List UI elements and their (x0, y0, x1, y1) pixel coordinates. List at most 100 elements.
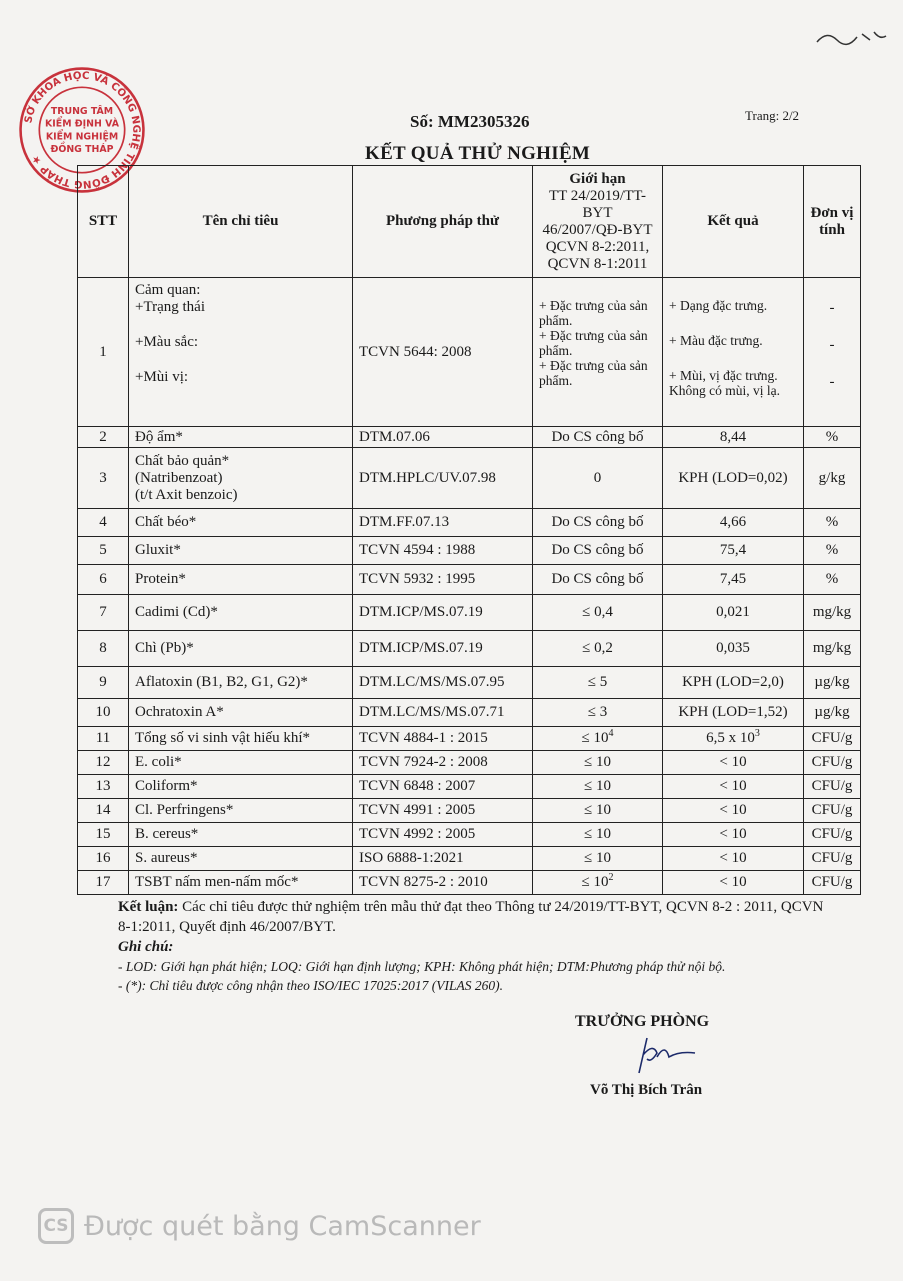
header-method: Phương pháp thử (352, 165, 533, 278)
cell-unit: % (803, 508, 861, 537)
cell-unit: CFU/g (803, 846, 861, 871)
cell-method: DTM.ICP/MS.07.19 (352, 594, 533, 631)
table-row: 7 Cadimi (Cd)* DTM.ICP/MS.07.19 ≤ 0,4 0,021 m… (77, 594, 861, 631)
unit-line: - (829, 374, 835, 390)
sensory-label: Cảm quan: (135, 282, 201, 298)
cell-unit-text: CFU/g (811, 730, 853, 746)
cell-limit-text: ≤ 3 (587, 704, 608, 720)
cell-method: TCVN 7924-2 : 2008 (352, 750, 533, 775)
cell-stt-text: 16 (95, 850, 111, 866)
cell-limit-text: Do CS công bố (551, 571, 644, 587)
unit-line: - (829, 300, 835, 316)
watermark-text: Được quét bằng CamScanner (84, 1210, 481, 1242)
cell-name: E. coli* (128, 750, 353, 775)
cell-unit: % (803, 536, 861, 565)
cell-method-text: TCVN 6848 : 2007 (359, 778, 476, 794)
table-row: 3 Chất bảo quản* (Natribenzoat) (t/t Axit b… (77, 447, 861, 509)
cell-stt: 3 (77, 447, 129, 509)
cell-result-text: 6,5 x 10 (706, 730, 755, 746)
document-title: KẾT QUẢ THỬ NGHIỆM (365, 143, 591, 164)
cell-method: TCVN 5932 : 1995 (352, 564, 533, 595)
cell-unit-text: CFU/g (811, 778, 853, 794)
cell-name: Gluxit* (128, 536, 353, 565)
conclusion: Kết luận: Các chỉ tiêu được thử nghiệm t… (118, 897, 838, 937)
cell-stt-text: 2 (99, 428, 107, 445)
cell-limit: ≤ 10 (532, 846, 663, 871)
cell-stt-text: 17 (95, 874, 111, 890)
cell-stt-text: 7 (99, 604, 107, 620)
cell-result-text: 7,45 (719, 571, 747, 587)
cell-stt: 16 (77, 846, 129, 871)
cell-stt-text: 6 (99, 571, 107, 587)
cell-stt: 15 (77, 822, 129, 847)
cell-stt: 8 (77, 630, 129, 667)
header-limit-line: QCVN 8-2:2011, (545, 238, 650, 255)
header-limit-line: BYT (582, 204, 613, 221)
cell-unit: % (803, 426, 861, 448)
cell-unit-text: mg/kg (812, 604, 852, 620)
table-row: 8 Chì (Pb)* DTM.ICP/MS.07.19 ≤ 0,2 0,035 mg/k… (77, 630, 861, 667)
table-row: 13 Coliform* TCVN 6848 : 2007 ≤ 10 < 10 CFU/g (77, 774, 861, 799)
cell-result: 8,44 (662, 426, 804, 448)
note-line: - LOD: Giới hạn phát hiện; LOQ: Giới hạn… (118, 959, 726, 974)
cell-unit-text: µg/kg (814, 674, 850, 690)
table-row: 14 Cl. Perfringens* TCVN 4991 : 2005 ≤ 10 < … (77, 798, 861, 823)
cell-name: S. aureus* (128, 846, 353, 871)
cell-stt-text: 15 (95, 826, 111, 842)
cell-unit-text: % (825, 542, 839, 558)
cell-unit: g/kg (803, 447, 861, 509)
cell-method: TCVN 6848 : 2007 (352, 774, 533, 799)
cell-unit: mg/kg (803, 630, 861, 667)
cell-stt: 17 (77, 870, 129, 895)
cell-name-text: Coliform* (135, 778, 198, 794)
cell-name: Cl. Perfringens* (128, 798, 353, 823)
notes-label: Ghi chú: (118, 939, 174, 955)
cell-limit-text: ≤ 0,2 (582, 640, 613, 656)
sensory-state: +Trạng thái (135, 299, 205, 315)
cell-limit: Do CS công bố (532, 536, 663, 565)
header-name: Tên chỉ tiêu (128, 165, 353, 278)
cell-method-text: TCVN 4991 : 2005 (359, 802, 476, 818)
signature-block: TRƯỞNG PHÒNG Võ Thị Bích Trân (547, 1013, 747, 1099)
cell-result: 0,021 (662, 594, 804, 631)
table-row: 5 Gluxit* TCVN 4594 : 1988 Do CS công bố 75,… (77, 536, 861, 565)
cell-limit-text: Do CS công bố (551, 428, 644, 445)
cell-method-text: TCVN 7924-2 : 2008 (359, 754, 488, 770)
cell-method: TCVN 5644: 2008 (352, 277, 533, 427)
conclusion-text: Các chỉ tiêu được thử nghiệm trên mẫu th… (118, 899, 824, 935)
cell-stt: 10 (77, 698, 129, 727)
cell-result-text: < 10 (719, 754, 747, 770)
cell-name-text: Gluxit* (135, 542, 181, 558)
cell-method: DTM.LC/MS/MS.07.95 (352, 666, 533, 699)
cell-name: Độ ẩm* (128, 426, 353, 448)
cell-stt: 2 (77, 426, 129, 448)
cell-limit: ≤ 0,2 (532, 630, 663, 667)
cell-stt: 1 (77, 277, 129, 427)
cell-unit: CFU/g (803, 798, 861, 823)
name-line: Chất bảo quản* (135, 452, 230, 469)
cell-result: + Dạng đặc trưng. + Màu đặc trưng. + Mùi… (662, 277, 804, 427)
cell-limit-text: ≤ 10 (581, 874, 609, 890)
cell-name-text: Chì (Pb)* (135, 640, 194, 656)
cell-result: < 10 (662, 870, 804, 895)
signer-name: Võ Thị Bích Trân (590, 1082, 703, 1098)
cell-method-text: ISO 6888-1:2021 (359, 850, 464, 866)
cell-unit-text: % (825, 571, 839, 587)
cell-unit: µg/kg (803, 666, 861, 699)
cell-unit: % (803, 564, 861, 595)
cell-name: TSBT nấm men-nấm mốc* (128, 870, 353, 895)
cell-result: KPH (LOD=2,0) (662, 666, 804, 699)
cell-result-text: 0,035 (716, 640, 750, 656)
table-row: 2 Độ ẩm* DTM.07.06 Do CS công bố 8,44% (77, 426, 861, 448)
header-result: Kết quả (662, 165, 804, 278)
header-limit-line: QCVN 8-1:2011 (547, 255, 648, 272)
sensory-taste: +Mùi vị: (135, 369, 189, 385)
note-line: - (*): Chỉ tiêu được công nhận theo ISO/… (118, 978, 504, 993)
table-row: 9 Aflatoxin (B1, B2, G1, G2)* DTM.LC/MS/MS… (77, 666, 861, 699)
cell-result-text: 8,44 (719, 428, 747, 445)
cell-limit: Do CS công bố (532, 564, 663, 595)
handwritten-mark (816, 31, 887, 46)
cell-unit: CFU/g (803, 726, 861, 751)
cell-limit-text: ≤ 10 (584, 778, 611, 794)
cell-limit-exponent: 2 (608, 872, 614, 883)
